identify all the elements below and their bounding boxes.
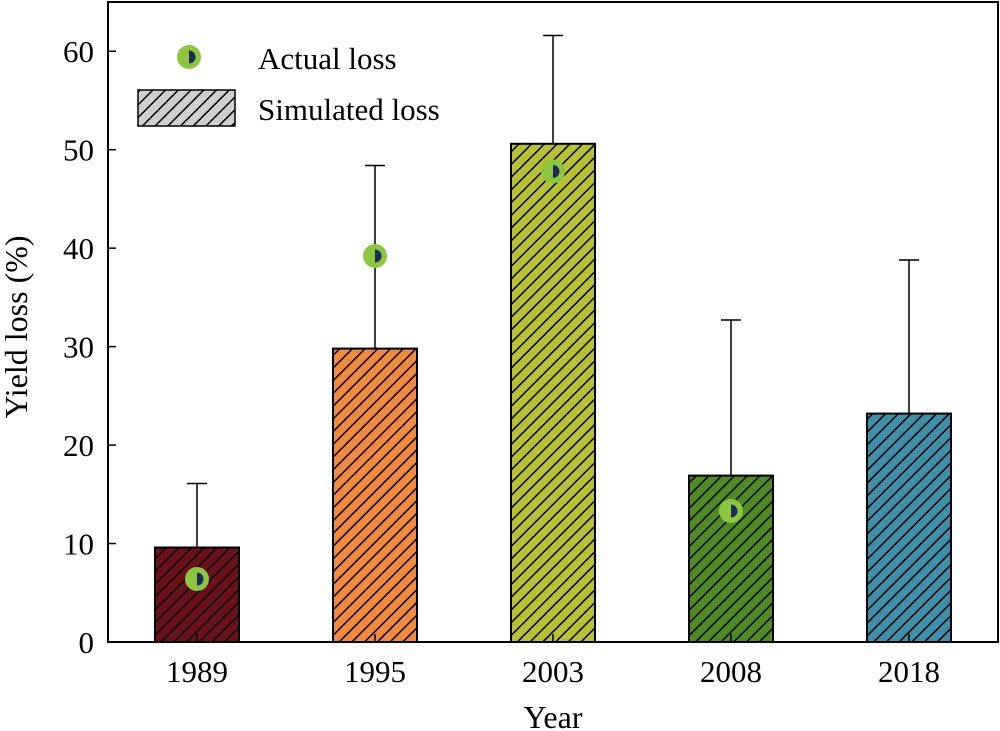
- y-tick-label: 0: [79, 625, 95, 660]
- legend-label-simulated: Simulated loss: [258, 92, 440, 127]
- legend-simulated-swatch: [137, 89, 236, 127]
- error-bar-2018: [899, 259, 919, 414]
- x-tick-label: 1989: [166, 654, 228, 689]
- ticks-layer: 0 10 20 30 40 50 60 1989 1995 2003 2008 2018: [63, 34, 940, 689]
- y-tick-label: 60: [63, 34, 94, 69]
- bars-layer: [154, 142, 952, 644]
- actual-markers-layer: [185, 159, 743, 591]
- bar-1995: [332, 347, 418, 643]
- bar-1989: [154, 546, 240, 644]
- y-tick-label: 20: [63, 428, 94, 463]
- error-bar-2008: [721, 319, 741, 476]
- actual-marker-2003: [541, 159, 565, 184]
- bar-2018: [866, 412, 952, 644]
- bar-2003: [510, 142, 596, 644]
- y-tick-label: 40: [63, 231, 94, 266]
- actual-marker-2008: [719, 499, 743, 524]
- y-axis-label: Yield loss (%): [0, 235, 34, 418]
- legend: Actual loss Simulated loss: [137, 41, 440, 127]
- x-axis-label: Year: [524, 699, 583, 731]
- x-tick-label: 2018: [878, 654, 940, 689]
- legend-marker-glyph: [177, 45, 201, 69]
- x-tick-label: 2003: [522, 654, 584, 689]
- x-tick-label: 2008: [700, 654, 762, 689]
- error-bars-layer: [187, 34, 919, 548]
- y-tick-label: 30: [63, 330, 94, 365]
- y-tick-label: 10: [63, 527, 94, 562]
- actual-marker-1995: [363, 244, 387, 269]
- legend-label-actual: Actual loss: [258, 41, 397, 76]
- legend-actual-marker: [177, 45, 201, 69]
- actual-marker-1989: [185, 566, 209, 591]
- y-tick-label: 50: [63, 133, 94, 168]
- x-tick-label: 1995: [344, 654, 406, 689]
- error-bar-2003: [543, 34, 563, 144]
- error-bar-1989: [187, 482, 207, 548]
